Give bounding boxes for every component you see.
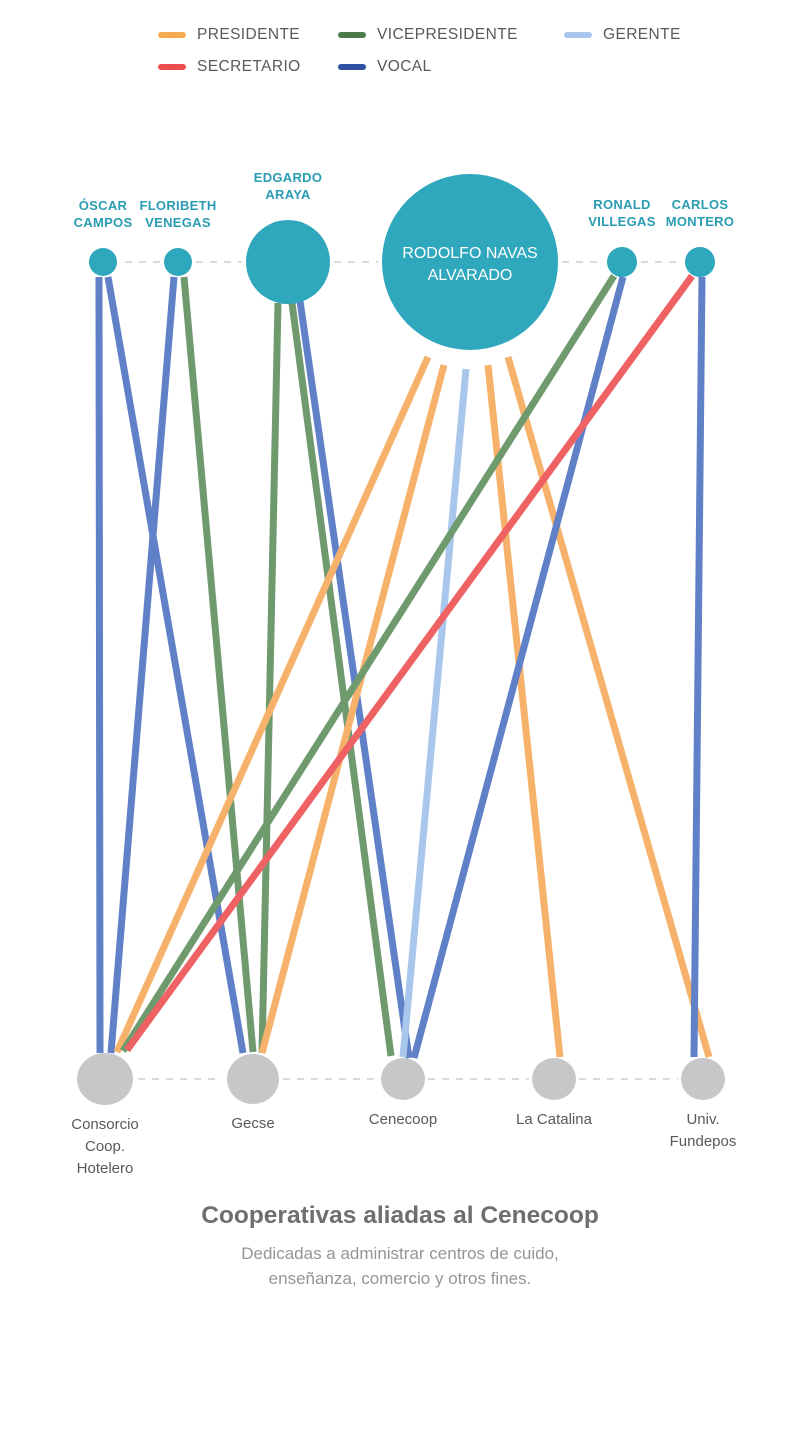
edges-layer (95, 273, 713, 1059)
person-node-rodolfo[interactable] (382, 174, 558, 350)
org-label-gecse: Gecse (231, 1115, 274, 1132)
person-node-ronald[interactable] (607, 247, 637, 277)
legend-label-vocal: VOCAL (377, 58, 432, 75)
legend-item-secretario[interactable]: SECRETARIO (158, 58, 338, 76)
legend-swatch-vocal (338, 64, 366, 70)
person-label-floribeth: FLORIBETH VENEGAS (139, 198, 216, 230)
person-label-edgardo: EDGARDO ARAYA (254, 170, 323, 202)
legend-item-presidente[interactable]: PRESIDENTE (158, 26, 338, 44)
org-label-consorcio: Consorcio Coop. Hotelero (71, 1116, 139, 1177)
edge-rodolfo-gecse[interactable] (258, 364, 448, 1054)
legend-swatch-secretario (158, 64, 186, 70)
person-node-carlos[interactable] (685, 247, 715, 277)
legend-label-gerente: GERENTE (603, 26, 681, 43)
chart-subtitle: Dedicadas a administrar centros de cuido… (0, 1242, 800, 1291)
edge-rodolfo-cenecoop[interactable] (399, 368, 470, 1058)
edge-floribeth-consorcio[interactable] (107, 276, 178, 1054)
org-node-gecse[interactable] (227, 1054, 279, 1104)
guide-lines-layer (125, 261, 682, 1080)
edge-rodolfo-consorcio[interactable] (113, 355, 432, 1054)
org-node-consorcio[interactable] (77, 1053, 133, 1105)
legend: PRESIDENTE VICEPRESIDENTE GERENTE SECRET… (0, 26, 800, 90)
org-node-fundepos[interactable] (681, 1058, 725, 1100)
edge-rodolfo-catalina[interactable] (484, 364, 564, 1058)
org-node-cenecoop[interactable] (381, 1058, 425, 1100)
edge-floribeth-gecse[interactable] (180, 276, 257, 1053)
legend-swatch-gerente (564, 32, 592, 38)
person-node-floribeth[interactable] (164, 248, 192, 276)
edge-oscar-gecse[interactable] (104, 276, 247, 1054)
legend-label-secretario: SECRETARIO (197, 58, 301, 75)
caption-block: Cooperativas aliadas al Cenecoop Dedicad… (0, 1202, 800, 1291)
person-inner-label-rodolfo: RODOLFO NAVAS ALVARADO (402, 245, 537, 284)
chart-subtitle-line-1: Dedicadas a administrar centros de cuido… (241, 1244, 559, 1263)
org-label-cenecoop: Cenecoop (369, 1111, 437, 1128)
legend-label-presidente: PRESIDENTE (197, 26, 301, 43)
legend-item-gerente[interactable]: GERENTE (564, 26, 681, 44)
legend-swatch-vicepresidente (338, 32, 366, 38)
legend-label-vicepresidente: VICEPRESIDENTE (377, 26, 518, 43)
person-label-carlos: CARLOS MONTERO (666, 197, 735, 229)
edge-ronald-consorcio[interactable] (120, 274, 617, 1053)
edge-oscar-consorcio[interactable] (95, 276, 104, 1054)
edge-edgardo-gecse[interactable] (258, 302, 282, 1054)
legend-row-2: SECRETARIO VOCAL (0, 58, 800, 76)
org-label-fundepos: Univ. Fundepos (670, 1111, 737, 1150)
org-label-catalina: La Catalina (516, 1111, 593, 1128)
person-label-oscar: ÓSCAR CAMPOS (74, 198, 133, 230)
legend-row-1: PRESIDENTE VICEPRESIDENTE GERENTE (0, 26, 800, 44)
edge-carlos-fundepos[interactable] (690, 276, 706, 1058)
org-node-catalina[interactable] (532, 1058, 576, 1100)
edge-carlos-consorcio[interactable] (124, 273, 695, 1053)
legend-swatch-presidente (158, 32, 186, 38)
edge-edgardo-cenecoop[interactable] (288, 302, 395, 1057)
person-node-edgardo[interactable] (246, 220, 330, 304)
chart-title: Cooperativas aliadas al Cenecoop (201, 1202, 599, 1229)
nodes-layer (77, 174, 725, 1105)
person-node-oscar[interactable] (89, 248, 117, 276)
edge-rodolfo-fundepos[interactable] (504, 356, 713, 1058)
legend-item-vicepresidente[interactable]: VICEPRESIDENTE (338, 26, 564, 44)
chart-subtitle-line-2: enseñanza, comercio y otros fines. (268, 1268, 532, 1288)
legend-item-vocal[interactable]: VOCAL (338, 58, 432, 76)
edge-ronald-cenecoop[interactable] (410, 276, 627, 1059)
person-label-ronald: RONALD VILLEGAS (588, 197, 655, 229)
